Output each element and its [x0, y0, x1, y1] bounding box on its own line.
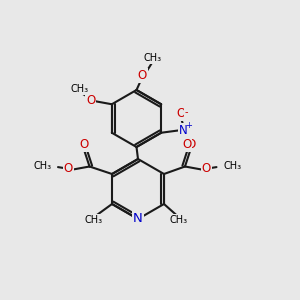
Text: O: O [86, 94, 95, 106]
Text: N: N [179, 124, 188, 137]
Text: CH₃: CH₃ [70, 84, 88, 94]
Text: O: O [64, 162, 73, 176]
Text: O: O [176, 107, 185, 120]
Text: O: O [202, 162, 211, 176]
Text: CH₃: CH₃ [170, 214, 188, 225]
Text: N: N [133, 212, 143, 226]
Text: O: O [186, 138, 196, 151]
Text: -: - [184, 107, 188, 117]
Text: CH₃: CH₃ [85, 214, 103, 225]
Text: +: + [186, 121, 193, 130]
Text: CH₃: CH₃ [223, 161, 241, 171]
Text: O: O [138, 69, 147, 82]
Text: O: O [182, 138, 191, 151]
Text: O: O [79, 138, 88, 151]
Text: CH₃: CH₃ [144, 53, 162, 63]
Text: CH₃: CH₃ [33, 161, 51, 171]
